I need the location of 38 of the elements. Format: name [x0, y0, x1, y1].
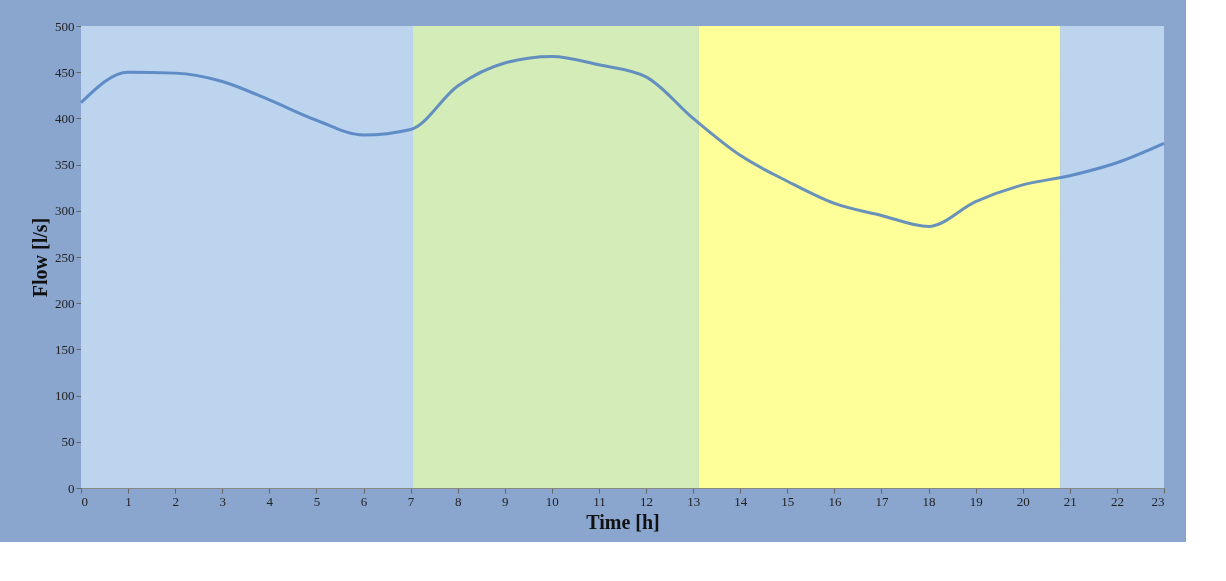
x-tick-label: 14: [734, 493, 748, 509]
x-tick-label: 17: [875, 493, 889, 509]
line-series: [79, 54, 1166, 229]
x-tick-label: 20: [1016, 493, 1030, 509]
y-tick-label: 300: [55, 203, 75, 219]
y-tick-label: 350: [55, 157, 75, 173]
y-tick-label: 400: [55, 110, 75, 126]
x-tick-label: 4: [266, 493, 274, 509]
y-tick-label: 0: [68, 480, 75, 496]
x-tick-label: 3: [219, 493, 227, 509]
y-tick-label: 100: [55, 388, 75, 404]
y-tick-label: 250: [55, 249, 75, 265]
y-axis-title: Flow [l/s]: [29, 217, 51, 298]
x-tick-label: 15: [781, 493, 795, 509]
x-tick-label: 7: [407, 493, 415, 509]
x-axis-title: Time [h]: [586, 510, 660, 533]
x-tick-label: 23: [1151, 493, 1165, 509]
x-tick-label: 19: [969, 493, 983, 509]
x-tick-label: 16: [828, 493, 842, 509]
y-tick-label: 50: [61, 434, 75, 450]
x-tick-label: 11: [593, 493, 606, 509]
y-tick-label: 200: [55, 295, 75, 311]
x-tick-label: 9: [502, 493, 509, 509]
x-tick-label: 6: [360, 493, 368, 509]
x-tick-label: 2: [172, 493, 179, 509]
x-tick-label: 0: [81, 493, 88, 509]
x-tick-label: 18: [922, 493, 936, 509]
x-tick-label: 21: [1063, 493, 1077, 509]
x-tick-label: 8: [454, 493, 462, 509]
x-tick-label: 10: [545, 493, 559, 509]
x-tick-label: 1: [125, 493, 132, 509]
y-tick-label: 150: [55, 341, 75, 357]
x-tick-label: 22: [1110, 493, 1124, 509]
y-tick-label: 500: [55, 18, 75, 34]
x-tick-label: 5: [313, 493, 321, 509]
x-tick-label: 13: [687, 493, 701, 509]
x-tick-label: 12: [640, 493, 654, 509]
y-tick-label: 450: [55, 64, 75, 80]
